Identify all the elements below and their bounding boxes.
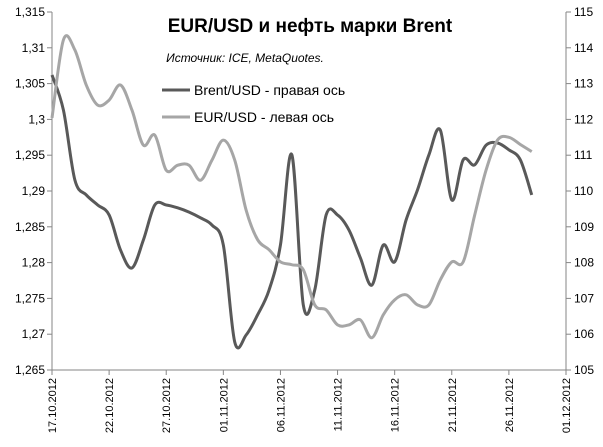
x-tick-label: 17.10.2012 [47,378,59,433]
y2-tick-label: 113 [574,77,593,91]
series-line [50,34,533,340]
y2-tick-label: 107 [574,291,594,305]
y2-tick-label: 105 [574,363,594,377]
x-tick-label: 01.12.2012 [561,378,573,433]
x-tick-label: 26.11.2012 [504,378,516,432]
legend-label: EUR/USD - левая ось [194,109,334,125]
legend-label: Brent/USD - правая ось [194,82,345,98]
y2-tick-label: 112 [574,112,593,126]
y2-tick-label: 114 [574,41,593,55]
y2-tick-label: 109 [574,220,594,234]
y-tick-label: 1,3 [28,112,45,126]
y2-tick-label: 111 [574,148,593,162]
y2-tick-label: 115 [574,5,593,19]
y-tick-label: 1,29 [22,184,46,198]
y-tick-label: 1,275 [15,291,45,305]
x-tick-label: 06.11.2012 [275,378,287,432]
x-tick-label: 16.11.2012 [390,378,402,432]
y2-tick-label: 108 [574,256,594,270]
series-line [50,74,534,350]
y-tick-label: 1,31 [22,41,46,55]
y2-tick-label: 110 [574,184,593,198]
x-tick-label: 27.10.2012 [161,378,173,433]
y-tick-label: 1,285 [15,220,45,234]
y-tick-label: 1,265 [15,363,45,377]
x-tick-label: 01.11.2012 [218,378,230,432]
y-tick-label: 1,305 [15,77,45,91]
y-tick-label: 1,27 [22,327,46,341]
x-tick-label: 11.11.2012 [333,378,345,431]
y-tick-label: 1,315 [15,5,45,19]
x-tick-label: 21.11.2012 [447,378,459,432]
x-tick-label: 22.10.2012 [104,378,116,433]
chart-subtitle: Источник: ICE, MetaQuotes. [166,51,324,65]
y-tick-label: 1,295 [15,148,45,162]
y-tick-label: 1,28 [22,256,46,270]
y2-tick-label: 106 [574,327,594,341]
chart-title: EUR/USD и нефть марки Brent [168,16,453,37]
